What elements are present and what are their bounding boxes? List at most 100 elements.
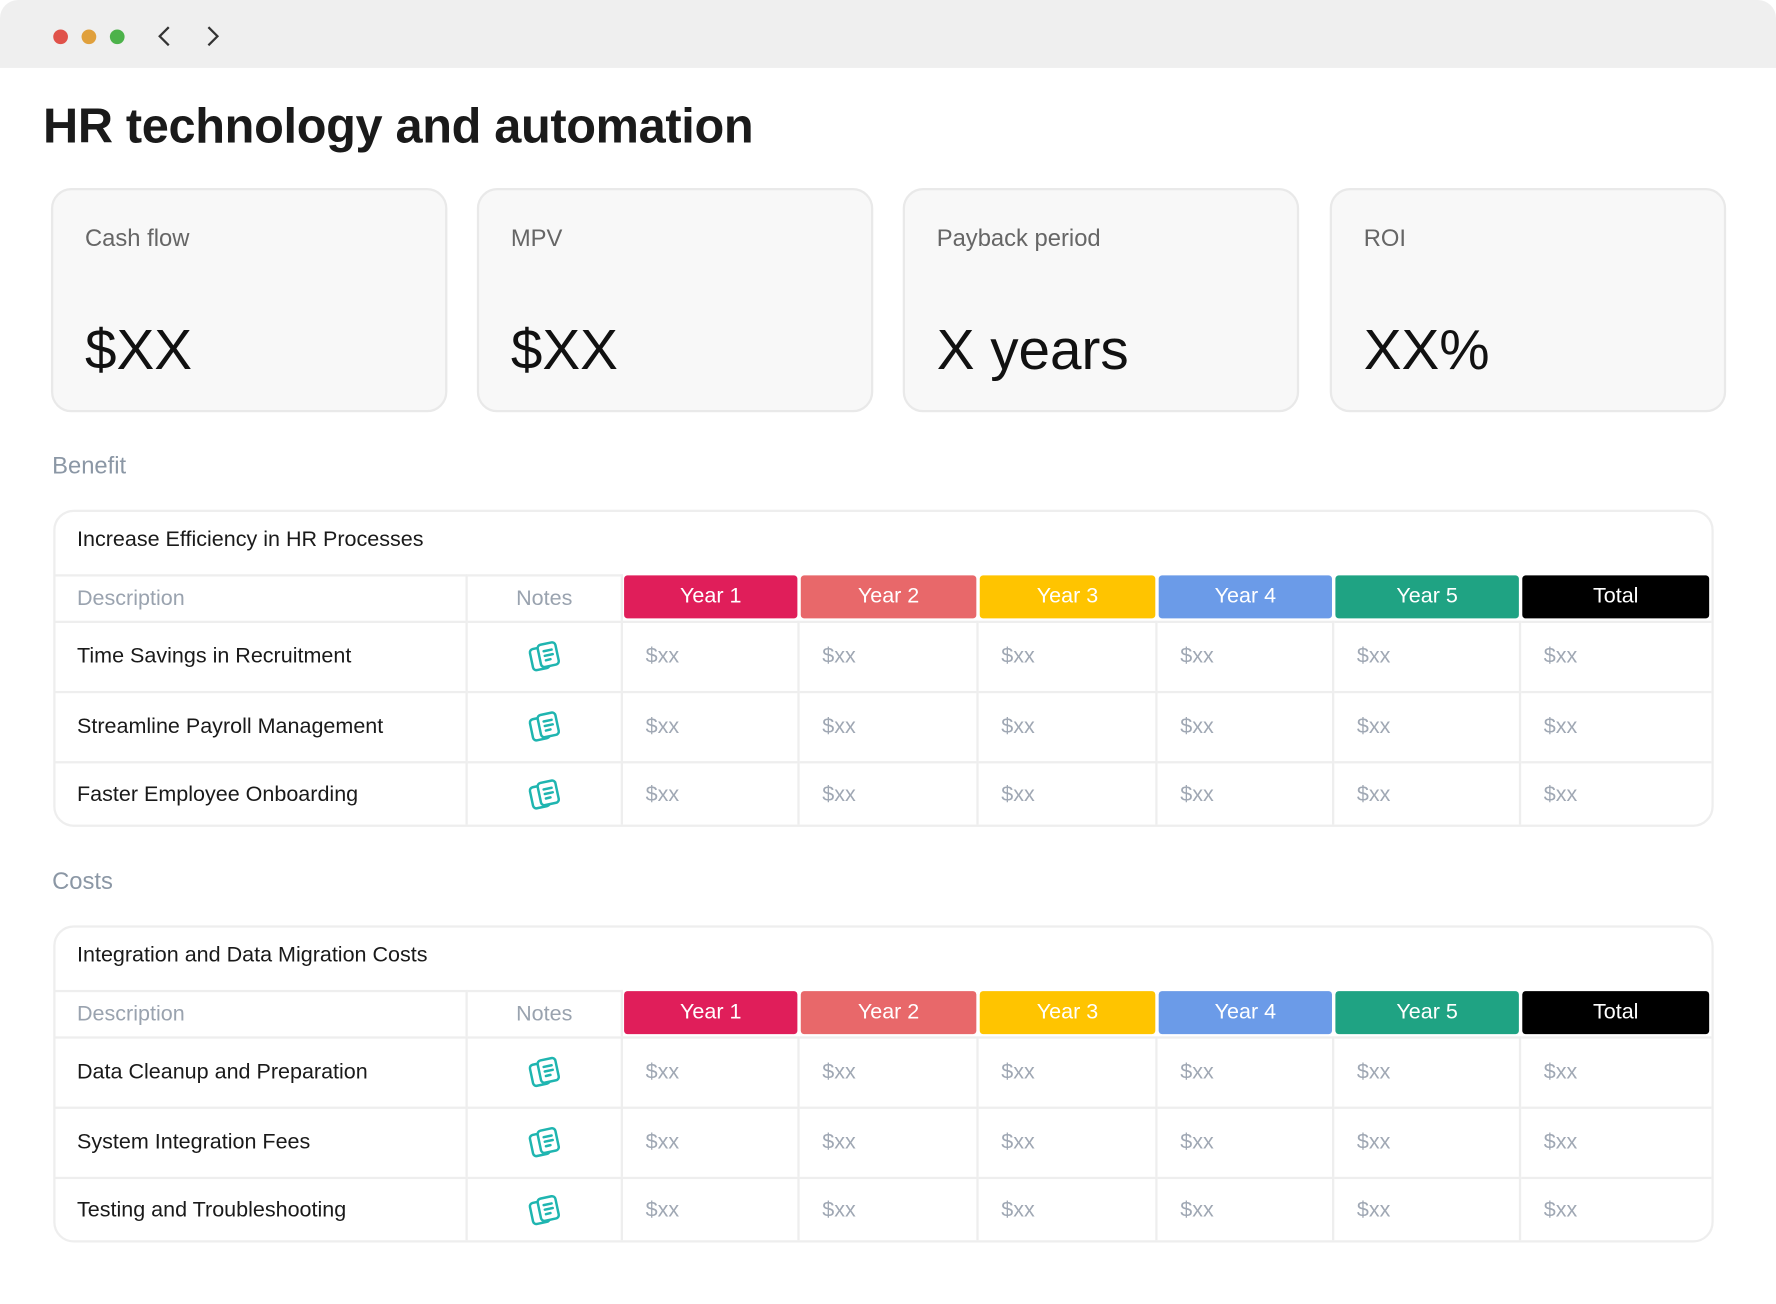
column-header: Year 1 <box>623 990 800 1036</box>
column-header-label: Year 1 <box>624 575 798 619</box>
value-cell: $xx <box>799 690 979 762</box>
column-header-label: Year 4 <box>1158 575 1332 619</box>
kpi-card: MPV $XX <box>476 188 874 413</box>
kpi-card: Payback period X years <box>902 188 1300 413</box>
column-header-label: Year 2 <box>800 991 977 1035</box>
kpi-value: X years <box>936 318 1129 382</box>
column-header-label: Year 1 <box>624 991 798 1035</box>
value-cell: $xx <box>622 1036 800 1107</box>
value-cell: $xx <box>799 1106 979 1177</box>
notes-button[interactable] <box>467 1176 623 1241</box>
value-cell: $xx <box>622 620 800 691</box>
column-header: Notes <box>467 989 623 1037</box>
value-cell: $xx <box>1521 1176 1712 1240</box>
kpi-label: ROI <box>1363 225 1407 252</box>
row-description: Data Cleanup and Preparation <box>55 1036 468 1107</box>
column-header-label: Year 4 <box>1158 991 1332 1035</box>
column-header: Year 1 <box>623 574 800 620</box>
value-cell: $xx <box>1334 620 1522 691</box>
browser-bar <box>0 0 1776 68</box>
notes-icon <box>528 1127 560 1158</box>
value-cell: $xx <box>1334 1106 1522 1177</box>
forward-button[interactable] <box>198 23 225 50</box>
row-description: Time Savings in Recruitment <box>55 620 468 691</box>
notes-button[interactable] <box>467 1036 623 1107</box>
value-cell: $xx <box>622 1176 800 1241</box>
value-cell: $xx <box>1157 690 1335 762</box>
notes-icon <box>528 1194 560 1226</box>
kpi-label: Cash flow <box>84 225 190 252</box>
value-cell: $xx <box>978 761 1158 825</box>
value-cell: $xx <box>799 1036 979 1107</box>
notes-button[interactable] <box>467 620 623 691</box>
table: Increase Efficiency in HR Processes Descr… <box>53 509 1714 827</box>
row-description: Streamline Payroll Management <box>55 690 468 762</box>
value-cell: $xx <box>622 690 800 762</box>
column-header-label: Total <box>1522 991 1710 1035</box>
column-header-label: Total <box>1522 575 1710 619</box>
notes-icon <box>528 711 560 742</box>
table-title: Integration and Data Migration Costs <box>77 943 428 968</box>
column-header: Year 5 <box>1334 574 1521 620</box>
notes-icon <box>528 779 560 810</box>
value-cell: $xx <box>622 761 800 825</box>
kpi-label: Payback period <box>936 225 1101 252</box>
value-cell: $xx <box>799 761 979 825</box>
column-header: Year 2 <box>800 574 979 620</box>
minimize-button[interactable] <box>81 29 97 45</box>
column-header: Total <box>1521 990 1711 1036</box>
table: Integration and Data Migration Costs Desc… <box>53 925 1714 1243</box>
column-header-label: Year 3 <box>979 575 1156 619</box>
back-button[interactable] <box>152 23 179 50</box>
table-title: Increase Efficiency in HR Processes <box>77 527 424 552</box>
table-grid: Description Notes Year 1 Year 2 Year 3 Year 4… <box>55 574 1712 825</box>
row-description: System Integration Fees <box>55 1106 468 1177</box>
value-cell: $xx <box>1334 1036 1522 1107</box>
value-cell: $xx <box>1157 620 1335 691</box>
value-cell: $xx <box>1334 1176 1522 1241</box>
value-cell: $xx <box>1157 1176 1335 1241</box>
value-cell: $xx <box>978 620 1158 691</box>
value-cell: $xx <box>1334 761 1522 825</box>
column-header: Year 2 <box>800 990 979 1036</box>
column-header: Year 4 <box>1158 990 1335 1036</box>
value-cell: $xx <box>1521 620 1712 691</box>
value-cell: $xx <box>978 690 1158 762</box>
column-header: Description <box>55 989 468 1037</box>
column-header: Description <box>55 574 468 621</box>
table-grid: Description Notes Year 1 Year 2 Year 3 Year 4… <box>55 989 1712 1241</box>
value-cell: $xx <box>1157 1036 1335 1107</box>
column-header: Year 5 <box>1334 990 1521 1036</box>
row-description: Faster Employee Onboarding <box>55 761 468 825</box>
section-heading: Costs <box>52 868 113 895</box>
kpi-value: XX% <box>1363 318 1490 382</box>
value-cell: $xx <box>1521 1106 1712 1177</box>
column-header: Year 3 <box>979 574 1158 620</box>
column-header-label: Year 3 <box>979 991 1156 1035</box>
value-cell: $xx <box>1157 761 1335 825</box>
value-cell: $xx <box>1521 761 1712 824</box>
kpi-value: $XX <box>84 318 193 382</box>
close-button[interactable] <box>53 29 68 45</box>
value-cell: $xx <box>1157 1106 1335 1177</box>
page-title: HR technology and automation <box>43 99 754 155</box>
notes-button[interactable] <box>467 761 623 825</box>
column-header-label: Year 5 <box>1335 575 1519 619</box>
value-cell: $xx <box>1521 690 1712 761</box>
maximize-button[interactable] <box>109 29 125 45</box>
value-cell: $xx <box>1521 1036 1712 1106</box>
value-cell: $xx <box>799 620 979 691</box>
column-header-label: Year 5 <box>1335 991 1519 1035</box>
kpi-label: MPV <box>510 225 563 252</box>
notes-icon <box>528 1056 560 1088</box>
kpi-value: $XX <box>510 318 618 382</box>
value-cell: $xx <box>1334 690 1522 762</box>
column-header: Notes <box>467 574 623 621</box>
notes-button[interactable] <box>467 690 623 762</box>
section-heading: Benefit <box>52 453 127 480</box>
column-header: Total <box>1521 574 1711 620</box>
notes-button[interactable] <box>467 1106 623 1177</box>
column-header: Year 4 <box>1158 574 1335 620</box>
